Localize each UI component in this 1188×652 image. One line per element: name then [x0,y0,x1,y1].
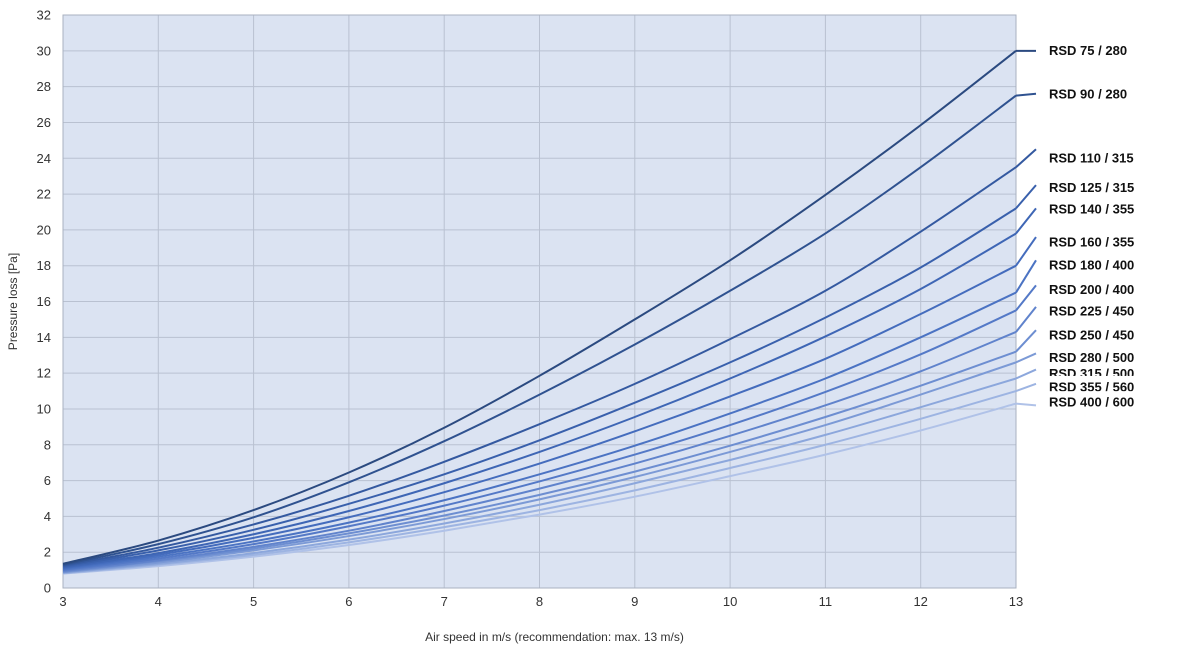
legend-box [1043,391,1188,413]
x-tick-label: 12 [913,594,927,609]
x-tick-label: 4 [155,594,162,609]
plot-border [62,14,1017,589]
series-line [62,350,1017,573]
y-tick-label: 12 [37,366,51,381]
y-tick-label: 22 [37,187,51,202]
legend-box [1043,83,1188,105]
x-axis-ticks: 3 4 5 6 7 8 9 10 11 12 13 [59,594,1023,609]
y-tick-label: 30 [37,43,51,58]
legend-box [1043,278,1188,300]
x-axis-title: Air speed in m/s (recommendation: max. 1… [425,630,684,644]
legend-connector [1015,92,1037,97]
y-tick-label: 26 [37,115,51,130]
y-tick-label: 28 [37,79,51,94]
series-line [62,377,1017,574]
legend-connector [1015,352,1037,364]
series-lines [62,50,1017,575]
legend-label: RSD 355 / 560 [1049,379,1134,394]
legend-box [1043,346,1188,368]
legend-connector [1015,207,1037,235]
series-line [62,390,1017,575]
y-tick-label: 32 [37,8,51,23]
series-line [62,291,1017,571]
legend-connector [1015,284,1037,312]
legend-label: RSD 180 / 400 [1049,258,1134,273]
y-tick-label: 16 [37,294,51,309]
legend-label: RSD 90 / 280 [1049,87,1127,102]
series-line [62,207,1017,568]
legend-label: RSD 140 / 355 [1049,201,1134,216]
y-tick-label: 6 [44,473,51,488]
x-tick-label: 10 [723,594,737,609]
legend-box [1043,176,1188,198]
legend-box [1043,197,1188,219]
x-tick-label: 5 [250,594,257,609]
y-axis-title: Pressure loss [Pa] [6,253,20,350]
y-tick-label: 2 [44,545,51,560]
legend-connector [1015,259,1037,294]
legend-label: RSD 75 / 280 [1049,43,1127,58]
legend-connector [1015,382,1037,392]
series-line [62,94,1017,566]
series-line [62,166,1017,567]
legend-connector [1015,306,1037,333]
y-tick-label: 14 [37,330,51,345]
y-tick-label: 8 [44,437,51,452]
legend-label: RSD 280 / 500 [1049,350,1134,365]
legend-connector [1015,184,1037,210]
legend-connector [1015,329,1037,353]
legend-connector [1015,368,1037,380]
legend-label: RSD 110 / 315 [1049,150,1134,165]
legend-label: RSD 160 / 355 [1049,234,1134,249]
legend-box [1043,324,1188,346]
legend-box [1043,254,1188,276]
legend-label: RSD 225 / 450 [1049,303,1134,318]
y-tick-label: 4 [44,509,51,524]
legend-connector [1015,236,1037,267]
legend-connector [1015,148,1037,168]
legend-box [1043,299,1188,321]
y-tick-label: 0 [44,581,51,596]
legend-label: RSD 125 / 315 [1049,180,1134,195]
x-tick-label: 13 [1009,594,1023,609]
legend-label: RSD 200 / 400 [1049,282,1134,297]
series-line [62,50,1017,565]
x-tick-label: 3 [59,594,66,609]
legend-box [1043,146,1188,168]
y-tick-label: 18 [37,258,51,273]
series-line [62,264,1017,570]
x-tick-label: 9 [631,594,638,609]
x-tick-label: 6 [345,594,352,609]
series-line [62,331,1017,572]
x-tick-label: 11 [819,594,833,609]
legend-box [1043,230,1188,252]
x-tick-label: 7 [441,594,448,609]
series-line [62,309,1017,572]
legend-connector [1015,402,1037,407]
grid [62,14,1017,589]
y-tick-label: 20 [37,222,51,237]
legend: RSD 75 / 280 RSD 90 / 280 RSD 110 / 315 RSD… [1015,39,1188,413]
legend-box [1043,39,1188,61]
x-tick-label: 8 [536,594,543,609]
y-tick-label: 24 [37,151,51,166]
series-line [62,232,1017,569]
legend-label: RSD 250 / 450 [1049,328,1134,343]
series-line [62,402,1017,575]
legend-label: RSD 400 / 600 [1049,395,1134,410]
series-line [62,361,1017,574]
y-tick-label: 10 [37,401,51,416]
